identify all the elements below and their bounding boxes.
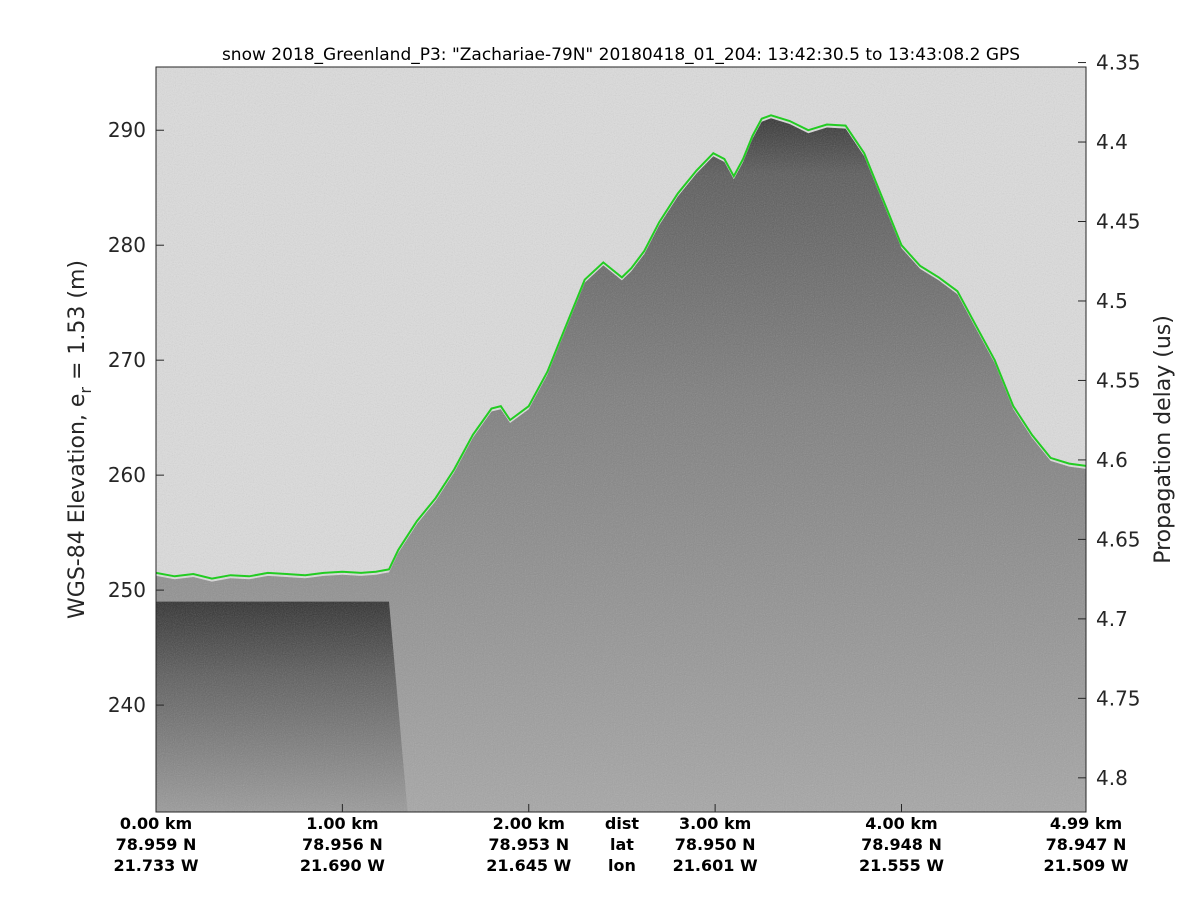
left-axis-ticks: 240 250 260 270 280 290 (108, 118, 164, 717)
y-axis-label-rest: = 1.53 (m) (65, 260, 90, 387)
x-dist-label: 2.00 km (493, 814, 565, 833)
y-tick-label: 250 (108, 578, 146, 602)
x-lat-label: 78.956 N (302, 835, 383, 854)
y-axis-label: WGS-84 Elevation, er = 1.53 (m) (65, 260, 95, 619)
y2-tick-label: 4.65 (1096, 527, 1141, 551)
x-lon-label: 21.509 W (1044, 856, 1129, 875)
y2-tick-label: 4.4 (1096, 130, 1128, 154)
y2-tick-label: 4.35 (1096, 51, 1141, 75)
x-lat-label: 78.953 N (488, 835, 569, 854)
y-tick-label: 260 (108, 463, 146, 487)
x-dist-label: 3.00 km (679, 814, 751, 833)
x-dist-label: 1.00 km (306, 814, 378, 833)
right-axis-ticks: 4.35 4.4 4.45 4.5 4.55 4.6 4.65 4.7 4.75 4.8 (1078, 51, 1141, 790)
y2-tick-label: 4.6 (1096, 448, 1128, 472)
x-row-name-lon: lon (608, 856, 636, 875)
x-lat-label: 78.948 N (861, 835, 942, 854)
x-lat-label: 78.950 N (675, 835, 756, 854)
x-lon-label: 21.733 W (114, 856, 199, 875)
y2-tick-label: 4.7 (1096, 607, 1128, 631)
x-row-name-dist: dist (605, 814, 639, 833)
x-lon-label: 21.601 W (673, 856, 758, 875)
bottom-axis-rows: 0.00 km 78.959 N 21.733 W 1.00 km 78.956 N 21… (114, 804, 1129, 875)
y-axis-label-main: WGS-84 Elevation, e (65, 394, 90, 619)
y2-tick-label: 4.8 (1096, 766, 1128, 790)
x-lat-label: 78.959 N (116, 835, 197, 854)
y2-tick-label: 4.5 (1096, 289, 1128, 313)
y-tick-label: 270 (108, 348, 146, 372)
x-lon-label: 21.555 W (859, 856, 944, 875)
plot-area (156, 67, 1086, 812)
x-dist-label: 4.99 km (1050, 814, 1122, 833)
axes-frame (155, 66, 1087, 813)
surface-pick-line (156, 114, 1086, 580)
echogram-speckle (156, 67, 1086, 812)
x-lat-label: 78.947 N (1046, 835, 1127, 854)
y-tick-label: 280 (108, 233, 146, 257)
chart-title: snow 2018_Greenland_P3: "Zachariae-79N" … (222, 45, 1020, 65)
y2-tick-label: 4.75 (1096, 686, 1141, 710)
y-tick-label: 290 (108, 118, 146, 142)
x-lon-label: 21.645 W (486, 856, 571, 875)
x-lon-label: 21.690 W (300, 856, 385, 875)
title-text: snow 2018_Greenland_P3: "Zachariae-79N" … (222, 45, 1020, 65)
x-row-name-lat: lat (610, 835, 634, 854)
x-dist-label: 0.00 km (120, 814, 192, 833)
x-dist-label: 4.00 km (865, 814, 937, 833)
y-tick-label: 240 (108, 693, 146, 717)
y2-tick-label: 4.45 (1096, 209, 1141, 233)
y2-tick-label: 4.55 (1096, 368, 1141, 392)
y-axis-label-subscript: r (76, 387, 95, 394)
y2-axis-label: Propagation delay (us) (1151, 315, 1176, 564)
